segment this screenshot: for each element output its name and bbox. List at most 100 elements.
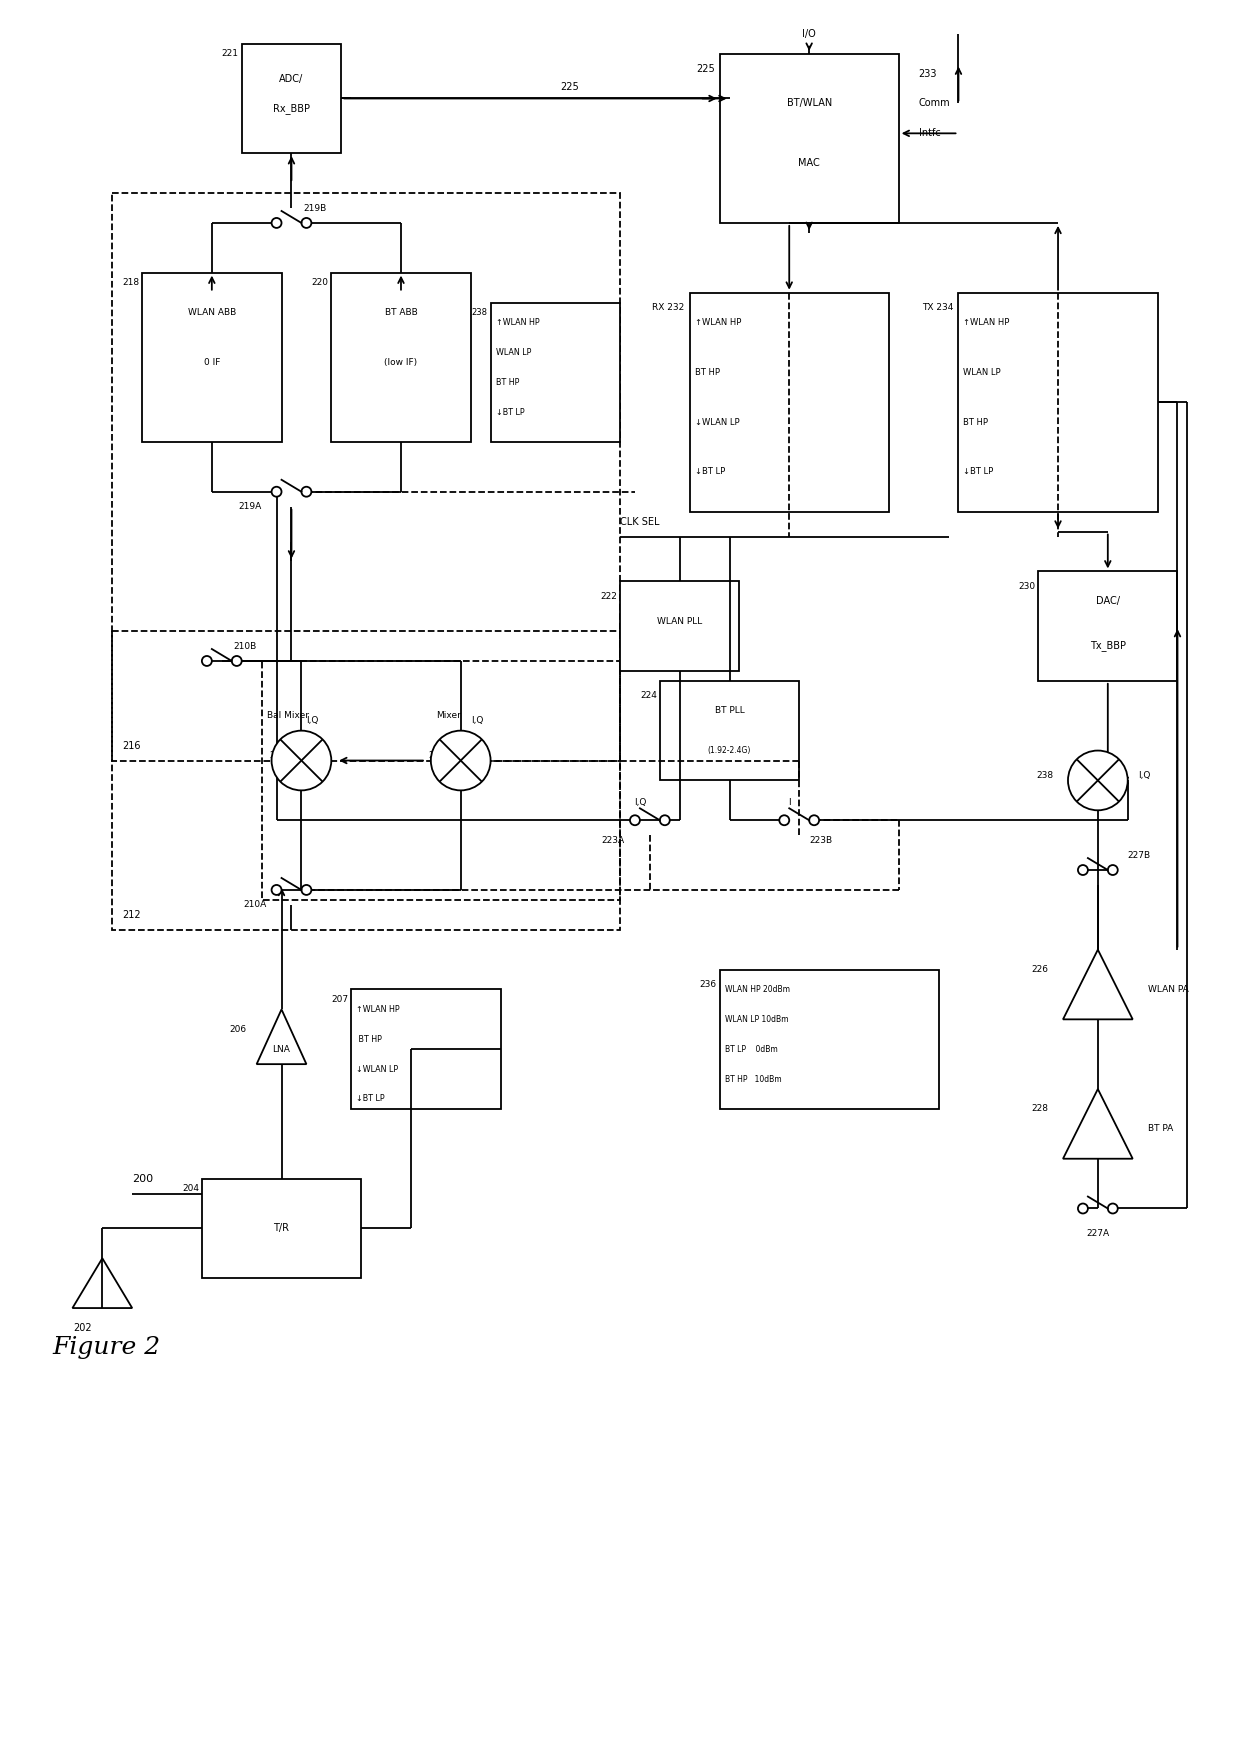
Circle shape — [301, 886, 311, 894]
Bar — [719, 970, 939, 1110]
Text: WLAN ABB: WLAN ABB — [187, 308, 236, 317]
Text: BT HP: BT HP — [694, 368, 719, 376]
Text: 227B: 227B — [1127, 850, 1151, 859]
Bar — [959, 292, 1158, 511]
Circle shape — [272, 732, 331, 791]
Bar — [143, 273, 281, 443]
Text: DAC/: DAC/ — [1096, 597, 1120, 605]
Text: WLAN PLL: WLAN PLL — [657, 616, 702, 626]
Text: 230: 230 — [1018, 581, 1035, 592]
Text: ↑WLAN HP: ↑WLAN HP — [356, 1004, 399, 1013]
Bar — [660, 681, 800, 780]
Text: 223B: 223B — [810, 836, 832, 845]
Text: Mixer: Mixer — [435, 710, 461, 721]
Text: CLK SEL: CLK SEL — [620, 516, 660, 527]
Text: 219B: 219B — [303, 203, 326, 212]
Bar — [689, 292, 889, 511]
Text: 0 IF: 0 IF — [203, 357, 219, 368]
Text: 220: 220 — [311, 278, 329, 287]
Text: ADC/: ADC/ — [279, 74, 304, 84]
Text: ↑WLAN HP: ↑WLAN HP — [496, 318, 539, 327]
Text: 222: 222 — [600, 592, 618, 600]
Text: WLAN PA: WLAN PA — [1148, 985, 1188, 994]
Text: ↓BT LP: ↓BT LP — [356, 1094, 384, 1104]
Text: Rx_BBP: Rx_BBP — [273, 103, 310, 114]
Text: ↓WLAN LP: ↓WLAN LP — [356, 1064, 398, 1074]
Text: 218: 218 — [122, 278, 139, 287]
Text: WLAN LP: WLAN LP — [496, 348, 531, 357]
Text: ↑WLAN HP: ↑WLAN HP — [694, 318, 742, 327]
Text: Tx_BBP: Tx_BBP — [1090, 640, 1126, 651]
Text: ↑WLAN HP: ↑WLAN HP — [963, 318, 1009, 327]
Text: 238: 238 — [1035, 772, 1053, 780]
Circle shape — [660, 816, 670, 826]
Text: BT HP   10dBm: BT HP 10dBm — [724, 1074, 781, 1083]
Text: I,Q: I,Q — [1137, 772, 1149, 780]
Circle shape — [1107, 864, 1117, 875]
Text: BT LP    0dBm: BT LP 0dBm — [724, 1045, 777, 1054]
Circle shape — [272, 886, 281, 894]
Circle shape — [630, 816, 640, 826]
Text: 212: 212 — [123, 910, 141, 920]
Text: 210B: 210B — [233, 642, 257, 651]
Polygon shape — [1063, 950, 1132, 1018]
Text: 238: 238 — [471, 308, 487, 317]
Polygon shape — [257, 1010, 306, 1064]
Text: Intfc: Intfc — [919, 128, 940, 138]
Text: ↓BT LP: ↓BT LP — [496, 408, 525, 416]
Text: 233: 233 — [919, 68, 937, 79]
Text: 221: 221 — [222, 49, 239, 58]
Text: (1.92-2.4G): (1.92-2.4G) — [708, 746, 751, 754]
Bar — [262, 662, 620, 900]
Text: Bal Mixer: Bal Mixer — [267, 710, 309, 721]
Circle shape — [779, 816, 789, 826]
Text: 219A: 219A — [238, 502, 262, 511]
Text: 209: 209 — [429, 751, 446, 760]
Text: ↓BT LP: ↓BT LP — [694, 467, 725, 476]
Text: 228: 228 — [1032, 1104, 1048, 1113]
Bar — [620, 581, 739, 670]
Circle shape — [1078, 1204, 1087, 1213]
Text: 208: 208 — [269, 751, 286, 760]
Text: BT HP: BT HP — [963, 418, 988, 427]
Text: BT PA: BT PA — [1148, 1124, 1173, 1134]
Text: 227A: 227A — [1086, 1228, 1110, 1237]
Text: 210A: 210A — [243, 900, 267, 910]
Text: Figure 2: Figure 2 — [52, 1337, 161, 1360]
Circle shape — [272, 487, 281, 497]
Text: MAC: MAC — [799, 158, 820, 168]
Bar — [491, 303, 620, 443]
Text: Comm: Comm — [919, 98, 950, 108]
Text: 206: 206 — [229, 1026, 247, 1034]
Text: WLAN HP 20dBm: WLAN HP 20dBm — [724, 985, 790, 994]
Text: 202: 202 — [73, 1323, 92, 1334]
Text: I: I — [787, 798, 791, 807]
Text: 207: 207 — [331, 996, 348, 1004]
Text: (low IF): (low IF) — [384, 357, 418, 368]
Text: WLAN LP: WLAN LP — [963, 368, 1001, 376]
Text: BT ABB: BT ABB — [384, 308, 418, 317]
Circle shape — [301, 487, 311, 497]
Text: 224: 224 — [640, 691, 657, 700]
Circle shape — [1107, 1204, 1117, 1213]
Text: I,Q: I,Q — [471, 716, 484, 724]
Text: I,Q: I,Q — [634, 798, 646, 807]
Circle shape — [430, 732, 491, 791]
Text: I/O: I/O — [802, 28, 816, 38]
Bar — [331, 273, 471, 443]
Circle shape — [1068, 751, 1127, 810]
Circle shape — [272, 219, 281, 228]
Text: LNA: LNA — [273, 1045, 290, 1054]
Text: ↓BT LP: ↓BT LP — [963, 467, 993, 476]
Text: 226: 226 — [1032, 964, 1048, 975]
Text: TX 234: TX 234 — [923, 303, 954, 312]
Bar — [242, 44, 341, 154]
Text: T/R: T/R — [274, 1223, 289, 1234]
Text: 225: 225 — [696, 63, 714, 74]
Circle shape — [1078, 864, 1087, 875]
Bar — [113, 192, 620, 761]
Text: 223A: 223A — [601, 836, 625, 845]
Circle shape — [202, 656, 212, 667]
Bar — [719, 54, 899, 222]
Text: 236: 236 — [699, 980, 717, 989]
